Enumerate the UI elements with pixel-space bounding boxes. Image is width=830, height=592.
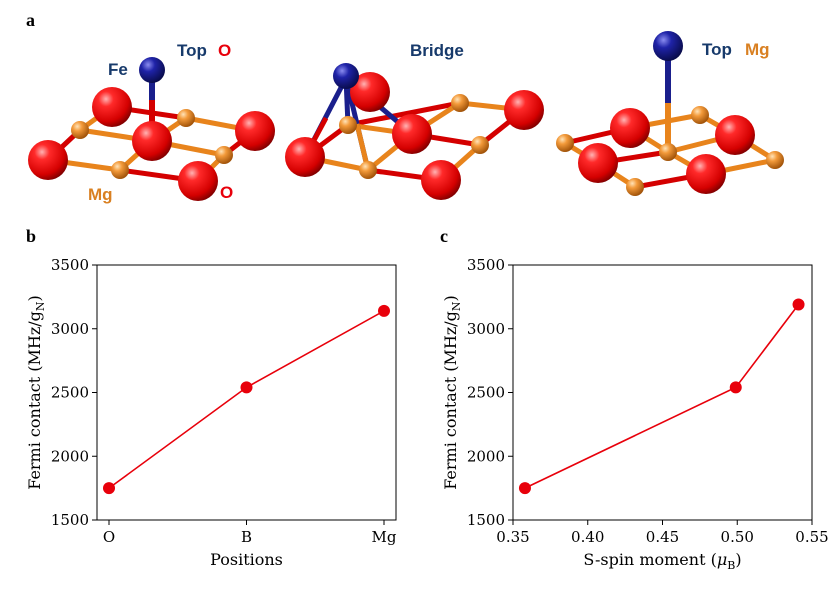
x-tick-label: 0.40 <box>571 528 604 546</box>
oxygen-atom <box>392 114 432 154</box>
x-tick-label: 0.50 <box>721 528 754 546</box>
x-axis-label-symbol: μ <box>717 550 727 569</box>
data-point <box>103 482 115 495</box>
oxygen-atom <box>715 115 755 155</box>
oxygen-atom <box>235 111 275 151</box>
oxygen-atom <box>421 160 461 200</box>
y-tick-label: 2000 <box>467 447 505 465</box>
iron-atom <box>333 63 359 89</box>
oxygen-atom <box>610 108 650 148</box>
o-label: O <box>220 183 233 202</box>
magnesium-atom <box>359 161 377 179</box>
magnesium-atom <box>111 161 129 179</box>
oxygen-atom <box>28 140 68 180</box>
chart-fermi-vs-position: 1500 2000 2500 3000 3500 O B Mg Positions Fermi c… <box>25 256 397 569</box>
x-axis-label: Positions <box>210 550 283 569</box>
magnesium-atom <box>691 106 709 124</box>
iron-atom <box>139 57 165 83</box>
iron-atom <box>653 31 683 61</box>
y-tick-label: 1500 <box>51 511 89 529</box>
data-point <box>240 381 253 394</box>
x-tick-label: 0.35 <box>496 528 529 546</box>
x-axis-label-text: S-spin moment ( <box>583 550 716 569</box>
y-axis-label-subscript: N <box>450 301 463 311</box>
y-tick-label: 2000 <box>51 447 89 465</box>
fe-label: Fe <box>108 60 128 79</box>
y-tick-label: 3000 <box>51 320 89 338</box>
y-axis-label: Fermi contact (MHz/gN) <box>441 295 463 490</box>
magnesium-atom <box>659 143 677 161</box>
oxygen-atom <box>504 90 544 130</box>
magnesium-atom <box>177 109 195 127</box>
data-point <box>792 298 805 311</box>
y-tick-label: 3500 <box>467 256 505 274</box>
x-tick-label: 0.45 <box>646 528 679 546</box>
oxygen-atom <box>578 143 618 183</box>
y-axis-label-text: Fermi contact (MHz/g <box>441 311 460 490</box>
structure-bridge: Bridge <box>285 41 544 200</box>
top-element-label: Mg <box>745 40 770 59</box>
plot-frame <box>512 264 813 521</box>
magnesium-atom <box>556 134 574 152</box>
mg-label: Mg <box>88 185 113 204</box>
bridge-label: Bridge <box>410 41 464 60</box>
x-axis-label: S-spin moment (μB) <box>583 550 741 572</box>
magnesium-atom <box>71 121 89 139</box>
y-tick-label: 1500 <box>467 511 505 529</box>
structure-top-o: Top O Fe Mg O <box>28 41 275 204</box>
series-line <box>524 304 800 489</box>
structure-top-mg: Top Mg <box>556 31 784 196</box>
series-line <box>108 310 385 489</box>
x-tick-label: O <box>103 528 115 546</box>
oxygen-atom <box>178 161 218 201</box>
y-axis-label-close: ) <box>441 295 460 301</box>
magnesium-atom <box>471 136 489 154</box>
y-axis-label-close: ) <box>25 295 44 301</box>
oxygen-atom <box>285 137 325 177</box>
magnesium-atom <box>766 151 784 169</box>
x-axis-label-text: Positions <box>210 550 283 569</box>
x-tick-label: B <box>241 528 252 546</box>
oxygen-atom <box>92 87 132 127</box>
magnesium-atom <box>339 116 357 134</box>
top-word-label: Top <box>177 41 207 60</box>
y-axis-label-subscript: N <box>34 301 47 311</box>
magnesium-atom <box>451 94 469 112</box>
panel-label-c: c <box>440 226 448 246</box>
x-tick-label: 0.55 <box>795 528 828 546</box>
top-word-label: Top <box>702 40 732 59</box>
oxygen-atom <box>350 72 390 112</box>
x-axis-label-close: ) <box>735 550 741 569</box>
x-axis-label-subscript: B <box>727 559 735 572</box>
data-point <box>378 304 390 317</box>
oxygen-atom <box>686 154 726 194</box>
y-tick-label: 3000 <box>467 320 505 338</box>
y-tick-label: 3500 <box>51 256 89 274</box>
top-element-label: O <box>218 41 231 60</box>
y-axis-label-text: Fermi contact (MHz/g <box>25 311 44 490</box>
chart-fermi-vs-spin-moment: 1500 2000 2500 3000 3500 0.35 0.40 0.45 0.50 0.55… <box>441 256 829 572</box>
magnesium-atom <box>215 146 233 164</box>
panel-label-b: b <box>26 226 36 246</box>
x-tick-label: Mg <box>372 528 397 546</box>
magnesium-atom <box>626 178 644 196</box>
y-tick-label: 2500 <box>51 384 89 402</box>
panel-label-a: a <box>26 10 35 30</box>
data-point <box>518 482 531 495</box>
data-point <box>729 381 742 394</box>
y-axis-label: Fermi contact (MHz/gN) <box>25 295 47 490</box>
oxygen-atom <box>132 121 172 161</box>
y-tick-label: 2500 <box>467 384 505 402</box>
